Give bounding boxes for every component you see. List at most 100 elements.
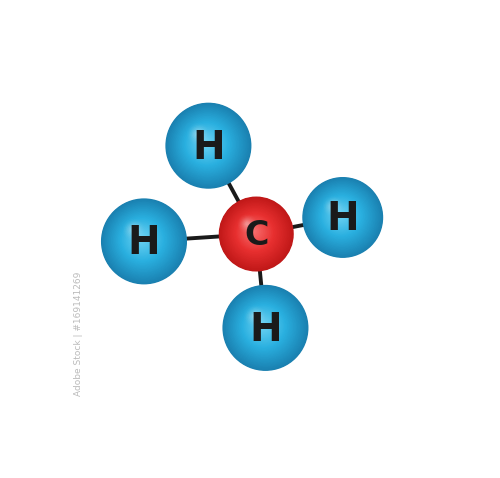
Circle shape — [134, 231, 148, 246]
Circle shape — [172, 110, 243, 180]
Circle shape — [247, 225, 260, 239]
Circle shape — [175, 112, 240, 177]
Circle shape — [122, 219, 162, 260]
Circle shape — [132, 229, 152, 249]
Circle shape — [234, 296, 296, 358]
Circle shape — [229, 292, 301, 363]
Circle shape — [246, 223, 262, 240]
Circle shape — [201, 139, 209, 147]
Circle shape — [339, 214, 340, 215]
Circle shape — [196, 132, 200, 135]
Circle shape — [241, 218, 268, 246]
Circle shape — [192, 130, 220, 158]
Circle shape — [244, 307, 282, 345]
Circle shape — [184, 121, 230, 167]
Circle shape — [252, 229, 256, 233]
Text: H: H — [128, 224, 160, 262]
Circle shape — [192, 128, 203, 140]
Circle shape — [251, 229, 256, 234]
Circle shape — [336, 211, 343, 218]
Circle shape — [168, 106, 248, 185]
Circle shape — [239, 217, 270, 248]
Circle shape — [117, 215, 168, 265]
Circle shape — [227, 205, 284, 262]
Circle shape — [248, 226, 260, 237]
Circle shape — [194, 131, 218, 155]
Circle shape — [114, 211, 172, 270]
Circle shape — [138, 236, 143, 240]
Circle shape — [330, 205, 351, 226]
Circle shape — [223, 201, 289, 267]
Circle shape — [198, 135, 214, 151]
Circle shape — [228, 206, 282, 260]
Circle shape — [122, 220, 162, 260]
Circle shape — [254, 317, 271, 334]
Circle shape — [242, 305, 285, 348]
Circle shape — [121, 218, 164, 261]
Circle shape — [233, 211, 277, 255]
Circle shape — [312, 186, 372, 247]
Circle shape — [226, 289, 304, 367]
Circle shape — [250, 227, 258, 236]
Circle shape — [327, 201, 338, 212]
Circle shape — [308, 183, 377, 251]
Circle shape — [222, 200, 290, 268]
Circle shape — [224, 287, 306, 369]
Circle shape — [112, 210, 174, 271]
Circle shape — [188, 125, 226, 163]
Circle shape — [196, 134, 215, 152]
Circle shape — [202, 140, 208, 145]
Circle shape — [336, 210, 344, 219]
Circle shape — [320, 195, 362, 237]
Circle shape — [303, 178, 382, 257]
Circle shape — [245, 308, 282, 344]
Circle shape — [253, 315, 272, 335]
Circle shape — [226, 204, 285, 263]
Circle shape — [242, 304, 286, 349]
Circle shape — [232, 294, 297, 359]
Circle shape — [336, 211, 344, 218]
Circle shape — [172, 109, 244, 181]
Circle shape — [114, 211, 172, 269]
Circle shape — [103, 200, 185, 282]
Circle shape — [226, 204, 286, 263]
Circle shape — [135, 232, 147, 245]
Text: H: H — [192, 129, 224, 166]
Circle shape — [238, 215, 272, 250]
Circle shape — [104, 202, 184, 281]
Circle shape — [320, 196, 362, 237]
Circle shape — [225, 287, 306, 368]
Circle shape — [190, 128, 222, 159]
Circle shape — [228, 291, 302, 364]
Circle shape — [306, 180, 380, 254]
Circle shape — [246, 309, 280, 343]
Circle shape — [244, 221, 250, 226]
Text: Adobe Stock | #169141269: Adobe Stock | #169141269 — [74, 272, 84, 396]
Circle shape — [104, 201, 184, 282]
Circle shape — [310, 185, 374, 250]
Circle shape — [261, 323, 264, 326]
Circle shape — [136, 233, 146, 244]
Circle shape — [136, 233, 146, 243]
Circle shape — [190, 127, 222, 160]
Circle shape — [315, 190, 368, 243]
Circle shape — [107, 204, 180, 278]
Circle shape — [192, 129, 221, 158]
Circle shape — [252, 315, 274, 336]
Circle shape — [333, 207, 347, 222]
Circle shape — [322, 196, 360, 235]
Circle shape — [102, 200, 186, 283]
Circle shape — [222, 199, 290, 268]
Circle shape — [131, 228, 152, 250]
Circle shape — [304, 179, 381, 256]
Circle shape — [237, 299, 292, 354]
Circle shape — [250, 228, 256, 234]
Circle shape — [225, 203, 286, 264]
Circle shape — [130, 227, 136, 232]
Circle shape — [234, 212, 275, 253]
Circle shape — [138, 235, 144, 242]
Circle shape — [232, 210, 278, 256]
Circle shape — [190, 127, 224, 161]
Circle shape — [250, 228, 258, 235]
Circle shape — [168, 105, 249, 186]
